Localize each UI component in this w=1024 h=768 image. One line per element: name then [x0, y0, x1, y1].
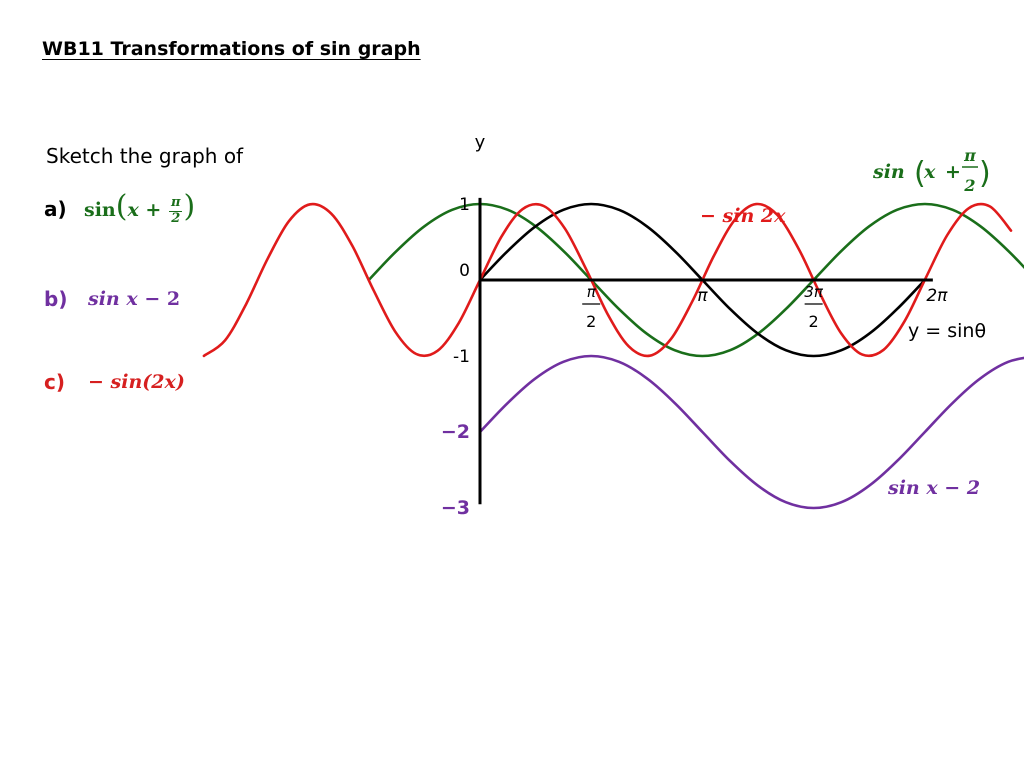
task-b-fn: sin — [88, 288, 120, 310]
x-tick-label-denominator: 2 — [586, 312, 596, 331]
task-a-var: x — [127, 199, 139, 221]
label-sin-x-plus-half-pi: sin ( x + π 2 ) — [872, 146, 991, 195]
task-a-letter: a) — [44, 196, 67, 221]
task-c-fn: sin — [110, 371, 143, 393]
label-shift-fn: sin — [872, 161, 905, 183]
label-sin-x-minus-2: sin x − 2 — [887, 477, 980, 499]
series-line-sin-x-minus-2 — [478, 354, 1024, 510]
task-b-const: 2 — [166, 288, 181, 310]
task-c-letter: c) — [44, 370, 65, 394]
label-y-equals-sin: y = sinθ — [908, 320, 986, 342]
task-b-op: − — [144, 288, 161, 310]
series-line-neg-sin-2x — [202, 202, 1013, 358]
x-tick-label-numerator: π — [587, 283, 597, 301]
task-a-num: π — [168, 195, 183, 212]
label-neg-sin-2x: − sin 2x — [700, 205, 786, 227]
label-shift-op: + — [945, 161, 961, 183]
task-prompt: Sketch the graph of — [46, 144, 244, 168]
task-c-neg: − — [88, 371, 104, 393]
label-shift-var: x — [923, 161, 936, 183]
task-a-op: + — [145, 199, 162, 221]
task-b-letter: b) — [44, 287, 68, 311]
y-axis-title: y — [475, 132, 486, 153]
page-title: WB11 Transformations of sin graph — [42, 38, 421, 60]
x-tick-label: 2π — [926, 286, 948, 306]
task-c-arg: (2x) — [142, 371, 185, 393]
task-c: c) − sin(2x) — [44, 370, 185, 394]
y-tick-label: 1 — [459, 195, 470, 215]
task-a: a) sin(x + π 2) — [44, 192, 195, 226]
task-a-den: 2 — [171, 210, 181, 226]
label-shift-open-paren: ( — [914, 156, 926, 191]
y-tick-label: 0 — [459, 261, 470, 281]
y-tick-labels: 1 0 -1 −2 −3 — [441, 195, 470, 519]
label-shift-num: π — [963, 146, 976, 165]
x-tick-label-denominator: 2 — [809, 312, 819, 331]
y-tick-label: -1 — [453, 347, 470, 367]
label-shift-den: 2 — [963, 176, 975, 195]
task-b-var: x — [126, 288, 138, 310]
y-tick-label: −3 — [441, 497, 470, 519]
x-tick-label: π — [697, 286, 708, 306]
task-a-fn: sin — [84, 199, 116, 221]
x-tick-label-numerator: 3π — [804, 283, 824, 301]
task-c-expression: − sin(2x) — [88, 371, 185, 393]
task-a-expression: sin(x + π 2) — [84, 189, 196, 226]
curves-layer — [202, 202, 1024, 510]
task-b: b) sin x − 2 — [44, 287, 180, 311]
task-b-expression: sin x − 2 — [88, 288, 180, 310]
y-tick-label: −2 — [441, 421, 470, 443]
label-shift-close-paren: ) — [979, 156, 991, 191]
